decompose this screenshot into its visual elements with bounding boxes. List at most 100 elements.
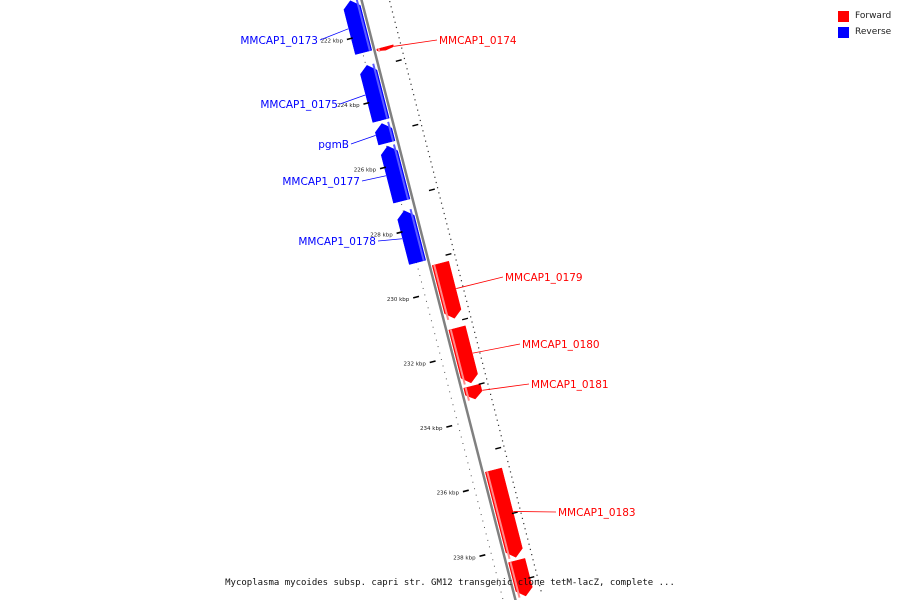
ruler-dot [444, 218, 447, 220]
ruler-dot [471, 321, 473, 323]
gene-shading [387, 121, 395, 142]
ruler-dot [455, 417, 457, 419]
gene-shading [355, 0, 371, 52]
ruler-dot [496, 419, 498, 421]
ruler-dot [419, 119, 421, 122]
ruler-dot [437, 346, 439, 348]
ruler-dot [411, 88, 413, 91]
ruler-dot [435, 181, 437, 184]
callout-line [393, 39, 438, 47]
gene-shading [449, 329, 466, 385]
ruler-dot [464, 449, 466, 451]
ruler-dot [483, 367, 485, 370]
ruler-dot [459, 274, 461, 277]
ruler-dot [445, 378, 447, 380]
gene-features [343, 0, 533, 598]
ruler-dot [482, 362, 484, 364]
ruler-dot [430, 320, 432, 322]
gene-label-mmcap1_0181: MMCAP1_0181 [531, 379, 609, 391]
scale-tick [346, 37, 353, 41]
ruler-dot [431, 166, 433, 168]
ruler-dot [537, 579, 539, 582]
ruler-dot [447, 228, 449, 230]
scale-tick-label: 232 kbp [403, 361, 426, 367]
ruler-dot [519, 507, 521, 509]
ruler-dot [521, 517, 524, 520]
gene-label-mmcap1_0179: MMCAP1_0179 [505, 272, 583, 284]
ruler-dot [439, 197, 441, 199]
gene-label-pgmb: pgmB [318, 139, 349, 151]
scale-tick-label: 222 kbp [321, 38, 344, 44]
genome-axis-line [360, 0, 517, 600]
gene-label-mmcap1_0180: MMCAP1_0180 [522, 339, 600, 351]
ruler-dot [465, 455, 467, 457]
ruler-dot [401, 203, 403, 205]
ruler-dot [454, 410, 456, 412]
ruler-dot [500, 435, 502, 437]
ruler-dot [393, 16, 395, 18]
ruler-dot [497, 424, 500, 426]
ruler-dot [475, 494, 477, 496]
ruler-dot [488, 546, 490, 548]
gene-label-mmcap1_0175: MMCAP1_0175 [260, 99, 338, 111]
gene-unnamed-forward [508, 558, 533, 597]
ruler-dot [491, 398, 493, 401]
ruler-dot [439, 352, 441, 354]
scale-tick [479, 554, 486, 558]
ruler-dot [467, 462, 469, 464]
ruler-dot [410, 83, 412, 85]
gene-shading [377, 48, 381, 53]
ruler-dot [466, 300, 468, 302]
legend-item-forward: Forward [838, 8, 891, 24]
ruler-dot [422, 287, 424, 289]
callout-line [456, 276, 504, 289]
ruler-dot [486, 378, 488, 380]
ruler-dot [426, 145, 428, 147]
ruler-dot [459, 430, 461, 432]
minor-tick [395, 59, 402, 63]
gene-label-mmcap1_0178: MMCAP1_0178 [298, 236, 376, 248]
gene-mmcap1_0179-forward [431, 260, 462, 319]
ruler-dot [399, 42, 402, 44]
ruler-dot [511, 476, 513, 478]
gene-label-mmcap1_0183: MMCAP1_0183 [558, 507, 636, 519]
ruler-dot [455, 259, 457, 261]
ruler-dot [497, 578, 499, 580]
ruler-dot [409, 78, 411, 80]
forward-swatch [838, 10, 849, 22]
ruler-dot [389, 1, 391, 3]
scale-tick-label: 224 kbp [337, 103, 360, 109]
ruler-dot [460, 436, 462, 438]
ruler-dot [515, 491, 517, 494]
ruler-dot [428, 156, 431, 158]
ruler-dot [417, 109, 419, 111]
scale-tick-label: 226 kbp [354, 168, 377, 174]
ruler-dot [478, 347, 480, 349]
ruler-dot [474, 488, 476, 490]
ruler-dot [421, 125, 423, 127]
scale-tick [429, 360, 436, 364]
ruler-dot [477, 501, 479, 503]
ruler-dot [480, 514, 482, 516]
ruler-dot [539, 584, 541, 587]
ruler-dot [427, 307, 429, 309]
callout-line [377, 238, 403, 242]
ruler-dot [422, 130, 424, 132]
gene-shading [509, 561, 521, 598]
minor-tick [428, 188, 435, 192]
scale-tick-label: 228 kbp [370, 232, 393, 238]
ruler-dot [440, 202, 443, 204]
ruler-dot [452, 404, 454, 406]
ruler-dot [468, 311, 470, 313]
ruler-dot [479, 352, 481, 354]
ruler-dot [528, 543, 530, 545]
ruler-dot [535, 569, 537, 571]
ruler-dot [472, 326, 474, 328]
ruler-dot [480, 357, 482, 359]
ruler-dot [527, 538, 529, 540]
ruler-dot [438, 192, 440, 194]
ruler-dot [425, 300, 427, 302]
ruler-dot [516, 497, 518, 499]
ruler-dot [499, 429, 501, 432]
callout-line [361, 175, 387, 182]
